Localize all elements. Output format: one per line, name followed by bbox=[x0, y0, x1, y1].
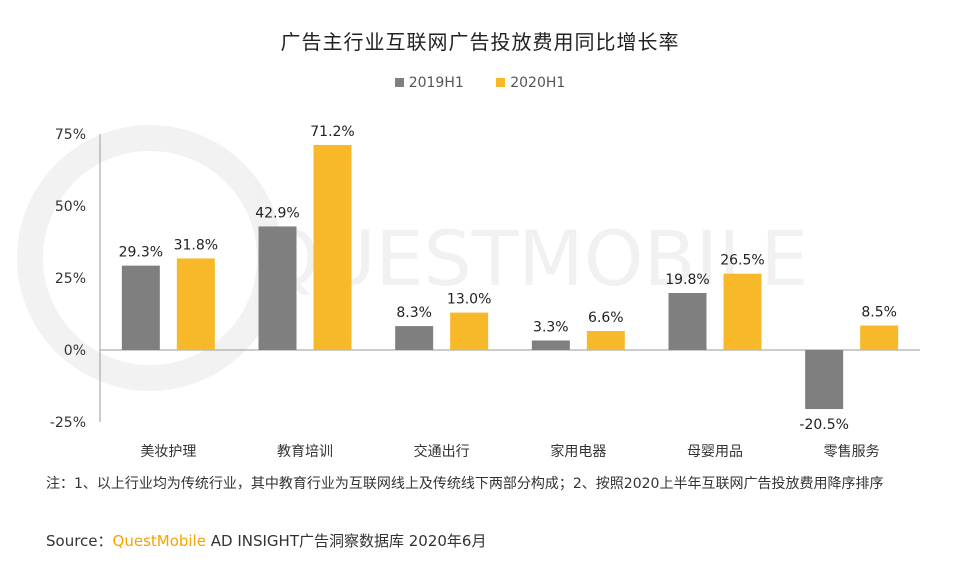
bar-2019h1-3 bbox=[531, 340, 570, 350]
data-label: 13.0% bbox=[447, 292, 491, 308]
data-label: 8.3% bbox=[396, 305, 432, 321]
data-label: 8.5% bbox=[861, 305, 897, 321]
bar-2020h1-2 bbox=[450, 312, 489, 350]
y-tick-label: 25% bbox=[55, 271, 86, 287]
data-label: 42.9% bbox=[255, 205, 299, 221]
bar-2019h1-4 bbox=[668, 292, 707, 350]
data-label: 26.5% bbox=[720, 253, 764, 269]
source-rest: AD INSIGHT广告洞察数据库 2020年6月 bbox=[205, 532, 487, 550]
bar-2019h1-5 bbox=[805, 350, 844, 410]
legend: 2019H1 2020H1 bbox=[0, 75, 960, 91]
bar-2020h1-1 bbox=[313, 144, 352, 350]
category-label: 教育培训 bbox=[277, 444, 333, 460]
category-label: 美妆护理 bbox=[140, 444, 196, 460]
category-label: 零售服务 bbox=[824, 444, 880, 460]
legend-label-2019h1: 2019H1 bbox=[408, 75, 464, 91]
category-label: 家用电器 bbox=[550, 443, 606, 460]
bar-2019h1-1 bbox=[258, 226, 297, 350]
data-label: 6.6% bbox=[588, 310, 624, 326]
bar-2020h1-3 bbox=[586, 330, 625, 350]
source-brand: QuestMobile bbox=[112, 532, 206, 550]
category-label: 交通出行 bbox=[414, 443, 470, 460]
chart-title: 广告主行业互联网广告投放费用同比增长率 bbox=[280, 30, 680, 54]
category-label: 母婴用品 bbox=[687, 444, 743, 460]
bar-2019h1-2 bbox=[395, 326, 434, 350]
legend-item-2020h1: 2020H1 bbox=[496, 75, 565, 91]
y-tick-label: 75% bbox=[55, 127, 86, 143]
bar-2020h1-5 bbox=[860, 325, 899, 350]
bar-2020h1-0 bbox=[176, 258, 215, 350]
data-label: 71.2% bbox=[310, 124, 354, 140]
data-label: -20.5% bbox=[799, 417, 849, 433]
footnote: 注：1、以上行业均为传统行业，其中教育行业为互联网线上及传统线下两部分构成；2、… bbox=[46, 476, 884, 492]
data-label: 29.3% bbox=[119, 245, 163, 261]
legend-swatch-2020h1 bbox=[496, 78, 506, 87]
legend-swatch-2019h1 bbox=[394, 78, 404, 87]
legend-item-2019h1: 2019H1 bbox=[394, 75, 464, 91]
bar-2020h1-4 bbox=[723, 273, 762, 350]
source-line: Source：QuestMobile AD INSIGHT广告洞察数据库 202… bbox=[46, 530, 486, 551]
y-tick-label: -25% bbox=[50, 415, 86, 431]
bar-2019h1-0 bbox=[121, 265, 160, 350]
data-label: 31.8% bbox=[174, 237, 218, 253]
legend-label-2020h1: 2020H1 bbox=[510, 75, 566, 91]
source-prefix: Source： bbox=[46, 532, 113, 550]
data-label: 19.8% bbox=[665, 272, 709, 288]
y-tick-label: 50% bbox=[55, 199, 86, 215]
y-tick-label: 0% bbox=[64, 343, 86, 359]
data-label: 3.3% bbox=[533, 319, 569, 335]
